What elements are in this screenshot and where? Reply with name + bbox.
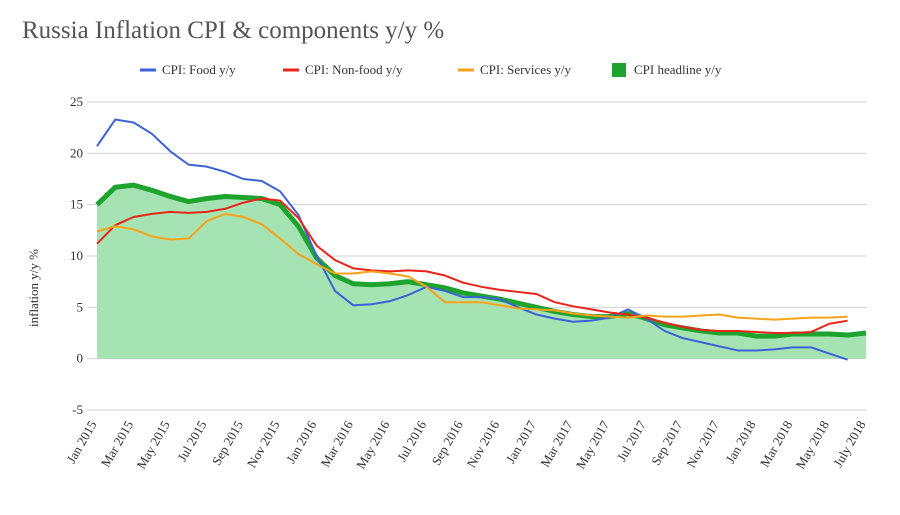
x-tick-label: May 2017 bbox=[573, 418, 613, 472]
legend-label: CPI: Services y/y bbox=[480, 62, 571, 77]
x-tick-label: Nov 2016 bbox=[464, 418, 503, 471]
x-tick-label: Jan 2015 bbox=[63, 418, 99, 466]
y-tick-label: 5 bbox=[77, 299, 84, 314]
x-tick-label: Jan 2017 bbox=[503, 418, 540, 466]
x-tick-label: Jan 2016 bbox=[283, 418, 320, 466]
series-line bbox=[96, 212, 848, 321]
x-tick-label: Jan 2018 bbox=[722, 418, 758, 466]
legend-swatch bbox=[612, 63, 626, 77]
series-line bbox=[96, 197, 848, 334]
legend-label: CPI headline y/y bbox=[634, 62, 722, 77]
x-tick-label: Mar 2017 bbox=[537, 418, 576, 470]
x-tick-label: Mar 2018 bbox=[757, 418, 795, 470]
x-tick-label: Nov 2015 bbox=[244, 418, 283, 470]
x-tick-label: Jul 2015 bbox=[174, 418, 209, 464]
x-tick-label: Jul 2016 bbox=[394, 418, 429, 464]
legend-label: CPI: Food y/y bbox=[162, 62, 236, 77]
area bbox=[97, 185, 866, 359]
y-tick-label: -5 bbox=[72, 402, 83, 417]
x-tick-label: Nov 2017 bbox=[683, 418, 722, 471]
x-tick-label: Jul 2017 bbox=[614, 418, 649, 464]
x-tick-label: Mar 2016 bbox=[317, 418, 356, 470]
x-tick-label: Sep 2016 bbox=[428, 418, 466, 468]
y-tick-label: 20 bbox=[70, 145, 83, 160]
x-tick-label: May 2015 bbox=[133, 418, 173, 471]
series-line bbox=[96, 118, 849, 361]
y-tick-label: 0 bbox=[77, 351, 84, 366]
y-axis-label: inflation y/y % bbox=[26, 249, 41, 327]
legend-label: CPI: Non-food y/y bbox=[305, 62, 403, 77]
x-tick-label: May 2016 bbox=[353, 418, 393, 472]
x-tick-label: Mar 2015 bbox=[98, 418, 136, 470]
chart-title: Russia Inflation CPI & components y/y % bbox=[22, 17, 444, 44]
y-tick-label: 25 bbox=[70, 94, 83, 109]
x-tick-label: Sep 2015 bbox=[209, 418, 246, 468]
x-tick-label: May 2018 bbox=[792, 418, 832, 471]
x-tick-label: Sep 2017 bbox=[648, 418, 686, 468]
y-tick-label: 15 bbox=[70, 197, 83, 212]
series-line bbox=[95, 182, 867, 339]
y-tick-label: 10 bbox=[70, 248, 83, 263]
grid bbox=[87, 101, 866, 411]
x-tick-label: July 2018 bbox=[830, 418, 868, 470]
